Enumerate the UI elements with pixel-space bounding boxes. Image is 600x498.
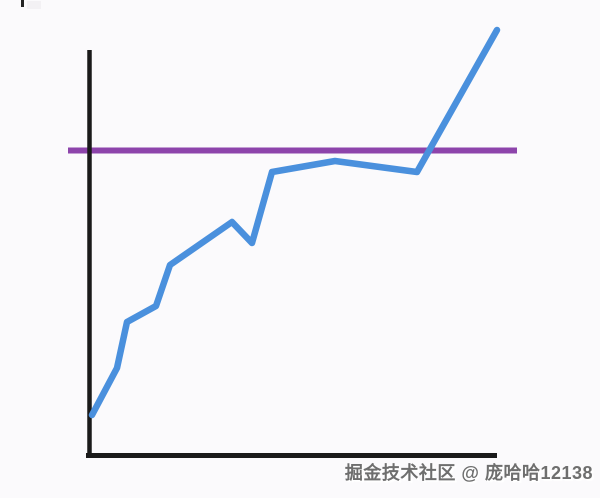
- trend-line: [88, 26, 501, 419]
- cropped-glyph-artifact: [21, 0, 24, 7]
- faint-smudge-artifact: [27, 1, 41, 9]
- watermark-text: 掘金技术社区 @ 庞哈哈12138: [344, 463, 593, 483]
